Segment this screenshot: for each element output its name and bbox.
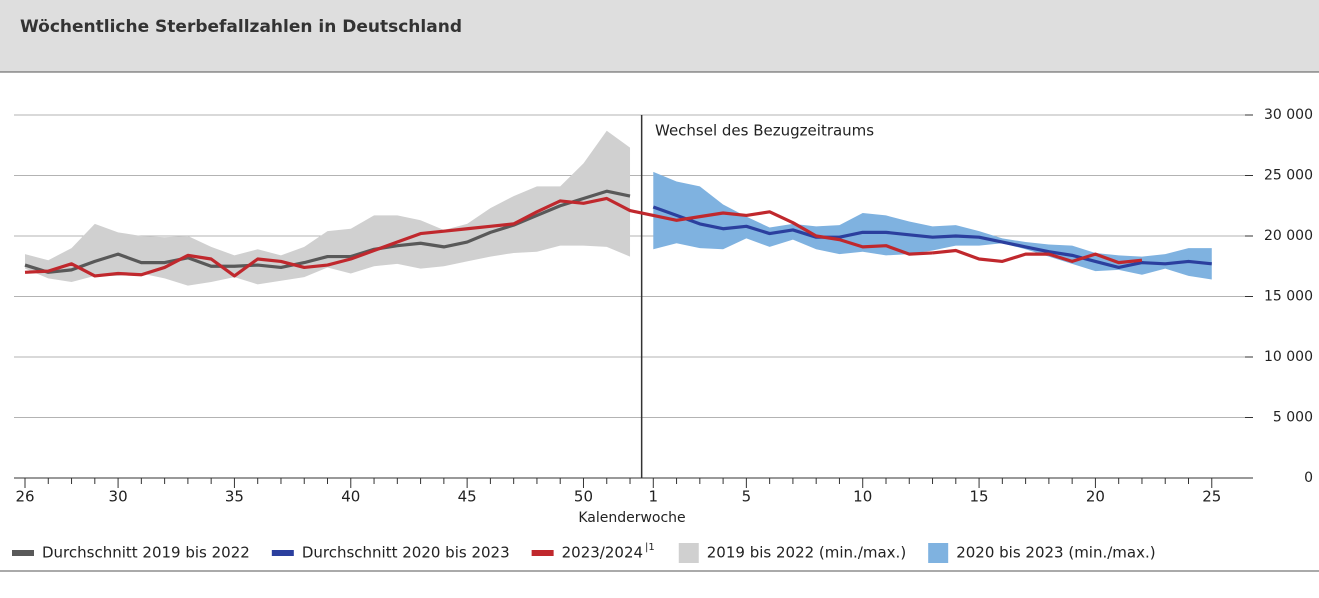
x-tick-label: 20 bbox=[1086, 488, 1105, 506]
legend-label: Durchschnitt 2020 bis 2023 bbox=[302, 544, 510, 562]
x-tick-label: 35 bbox=[225, 488, 244, 506]
legend-label: 2019 bis 2022 (min./max.) bbox=[707, 544, 906, 562]
header-band bbox=[0, 0, 1319, 72]
line-series bbox=[652, 205, 1212, 270]
y-tick-label: 15 000 bbox=[1264, 289, 1313, 305]
x-tick-label: 30 bbox=[109, 488, 128, 506]
line-series bbox=[24, 196, 933, 278]
range-band bbox=[25, 130, 631, 286]
y-tick-label: 10 000 bbox=[1264, 349, 1313, 365]
x-tick-label: 10 bbox=[853, 488, 872, 506]
x-tick-label: 5 bbox=[742, 488, 752, 506]
legend-swatch bbox=[678, 543, 699, 563]
y-tick-label: 25 000 bbox=[1264, 168, 1313, 184]
range-band bbox=[653, 171, 1212, 280]
x-axis-label: Kalenderwoche bbox=[578, 510, 685, 526]
x-tick-label: 15 bbox=[970, 488, 989, 506]
x-tick-label: 50 bbox=[574, 488, 593, 506]
x-tick-label: 25 bbox=[1202, 488, 1221, 506]
legend-swatch bbox=[271, 550, 294, 556]
legend-label: 2023/2024 bbox=[562, 544, 643, 562]
legend-swatch bbox=[928, 543, 949, 563]
legend-swatch bbox=[12, 550, 34, 556]
y-tick-label: 5 000 bbox=[1273, 410, 1313, 426]
chart-title: Wöchentliche Sterbefallzahlen in Deutsch… bbox=[20, 17, 462, 37]
legend-swatch bbox=[531, 550, 554, 556]
legend-label: Durchschnitt 2019 bis 2022 bbox=[42, 544, 250, 562]
x-tick-label: 45 bbox=[458, 488, 477, 506]
legend-label: 2020 bis 2023 (min./max.) bbox=[956, 544, 1155, 562]
legend-footnote: |1 bbox=[645, 542, 655, 553]
x-tick-label: 1 bbox=[649, 488, 659, 506]
line-series bbox=[932, 248, 1143, 265]
line-series bbox=[24, 189, 631, 274]
annotation: Wechsel des Bezugzeitraums bbox=[655, 122, 874, 140]
y-tick-label: 30 000 bbox=[1264, 107, 1313, 123]
y-tick-label: 0 bbox=[1304, 470, 1313, 486]
y-tick-label: 20 000 bbox=[1264, 228, 1313, 244]
x-tick-label: 40 bbox=[341, 488, 360, 506]
x-tick-label: 26 bbox=[15, 488, 34, 506]
